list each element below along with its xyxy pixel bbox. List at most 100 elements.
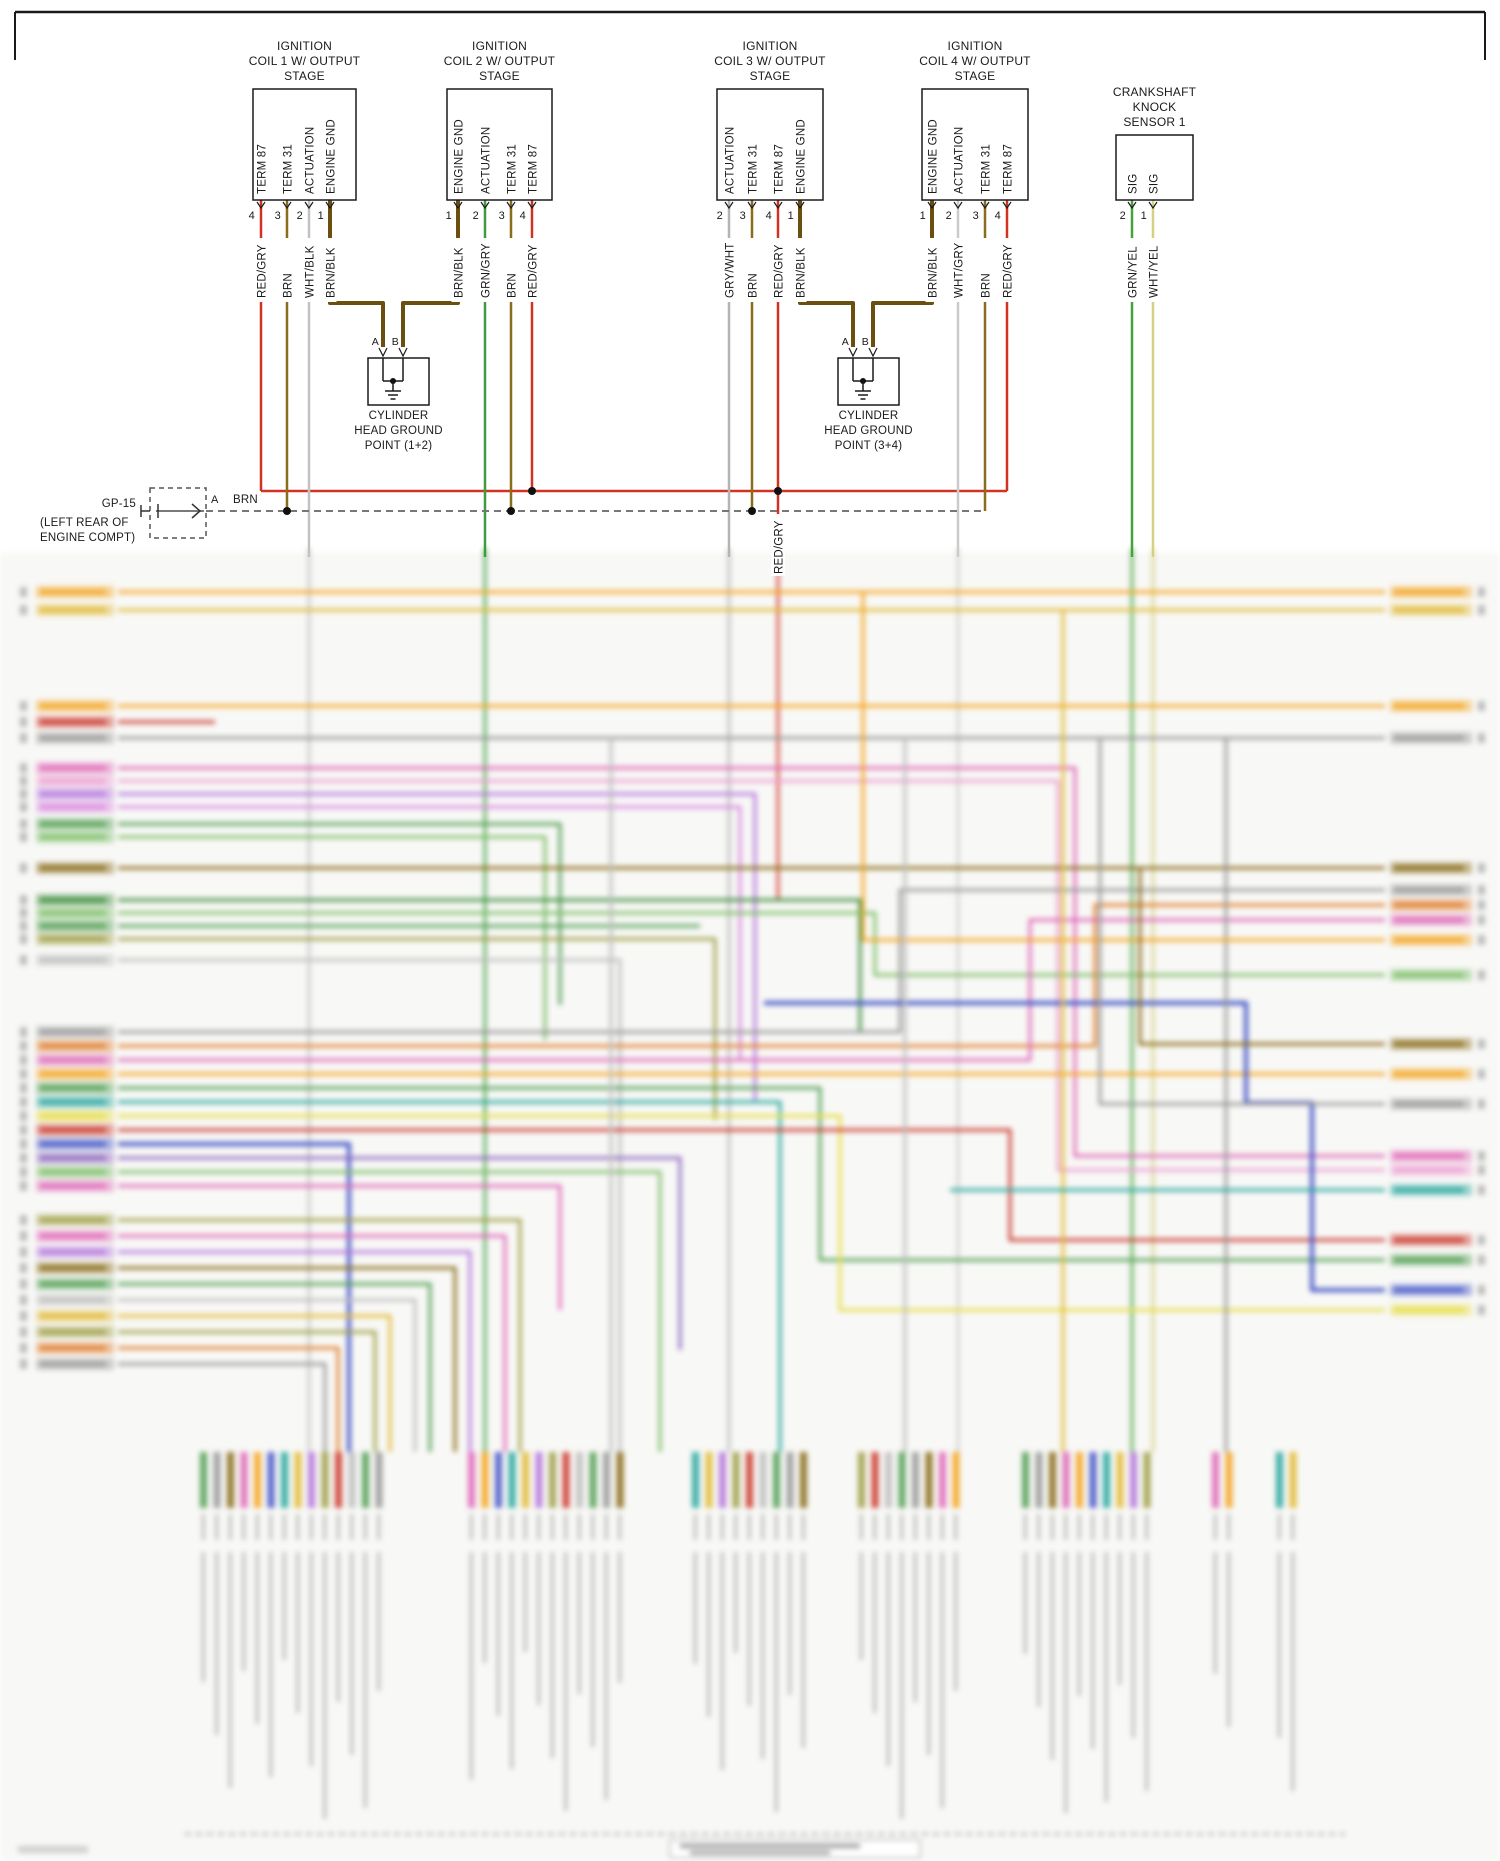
gp15-wire-color: BRN — [233, 494, 258, 506]
ground-pin-arrow-icon — [868, 347, 878, 358]
wire-label-mask — [771, 514, 785, 576]
pin-arrow-icon — [256, 201, 266, 210]
ignition-coil-1-box — [252, 88, 357, 201]
wire-label-mask — [302, 238, 316, 302]
label-line: CYLINDER — [839, 410, 899, 422]
label-line: COIL 2 W/ OUTPUT — [444, 54, 556, 68]
ground-pin-arrow-icon — [848, 347, 858, 358]
pin-number: 2 — [1120, 210, 1126, 222]
label-line: POINT (1+2) — [365, 440, 433, 452]
ground-pin-letter: A — [372, 336, 379, 348]
pin-terminal-label: TERM 31 — [748, 144, 760, 194]
pin-arrow-icon — [453, 201, 463, 210]
pin-number: 1 — [920, 210, 926, 222]
pin-terminal-label: ENGINE GND — [928, 119, 940, 194]
ignition-coil-2-title: IGNITION COIL 2 W/ OUTPUT STAGE — [444, 39, 556, 83]
pin-arrow-icon — [1127, 201, 1137, 210]
pin-number: 2 — [297, 210, 303, 222]
pin-number: 4 — [249, 210, 255, 222]
wire-label-mask — [745, 238, 759, 302]
label-line: IGNITION — [948, 39, 1003, 53]
wire-color-label: BRN — [283, 273, 295, 298]
ignition-coil-2-box — [446, 88, 553, 201]
pin-terminal-label: TERM 87 — [1003, 144, 1015, 194]
wire-label-mask — [451, 238, 465, 302]
label-line: IGNITION — [743, 39, 798, 53]
label-line: SENSOR 1 — [1123, 115, 1185, 129]
wire-brn-blk — [871, 200, 934, 347]
pin-number: 2 — [946, 210, 952, 222]
gp15-location-line2: ENGINE COMPT) — [40, 532, 135, 544]
pin-number: 1 — [1141, 210, 1147, 222]
pin-terminal-label: ENGINE GND — [796, 119, 808, 194]
label-line: STAGE — [955, 69, 996, 83]
wire-label-mask — [1000, 238, 1014, 302]
wire-label-mask — [504, 238, 518, 302]
label-line: STAGE — [479, 69, 520, 83]
label-line: IGNITION — [472, 39, 527, 53]
pin-terminal-label: ACTUATION — [725, 127, 737, 194]
pin-arrow-icon — [325, 201, 335, 210]
junction-dot — [528, 487, 536, 495]
label-line: COIL 3 W/ OUTPUT — [714, 54, 826, 68]
pin-terminal-label: TERM 31 — [283, 144, 295, 194]
pin-number: 1 — [446, 210, 452, 222]
wire-label-mask — [323, 238, 337, 302]
pin-arrow-icon — [282, 201, 292, 210]
wire-label-mask — [722, 238, 736, 302]
label-line: CRANKSHAFT — [1113, 85, 1197, 99]
pin-number: 2 — [473, 210, 479, 222]
wire-color-label: WHT/YEL — [1149, 245, 1161, 298]
pin-terminal-label: ENGINE GND — [326, 119, 338, 194]
ground-pin-arrow-icon — [398, 347, 408, 358]
wire-color-label: RED/GRY — [257, 244, 269, 298]
gp15-name: GP-15 — [102, 498, 136, 510]
cylinder-head-ground-3-4-label: CYLINDER HEAD GROUND POINT (3+4) — [824, 410, 912, 452]
ground-pin-arrow-icon — [378, 347, 388, 358]
pin-terminal-label: ENGINE GND — [454, 119, 466, 194]
gp15-box — [149, 487, 207, 539]
wire-color-label: BRN/BLK — [326, 247, 338, 298]
pin-number: 1 — [318, 210, 324, 222]
wire-brn-blk — [401, 200, 460, 347]
crankshaft-knock-sensor-1-box — [1115, 134, 1194, 201]
gp15-connector-icon — [191, 503, 202, 519]
wire-label-mask — [280, 238, 294, 302]
gp15-location-line1: (LEFT REAR OF — [40, 517, 129, 529]
crankshaft-knock-sensor-1-title: CRANKSHAFT KNOCK SENSOR 1 — [1113, 85, 1197, 129]
pin-terminal-label: ACTUATION — [481, 127, 493, 194]
pin-number: 4 — [520, 210, 526, 222]
ignition-coil-3-box — [716, 88, 824, 201]
pin-arrow-icon — [927, 201, 937, 210]
wire-color-label: RED/GRY — [1003, 244, 1015, 298]
wire-color-label: BRN/BLK — [454, 247, 466, 298]
wire-color-label: RED/GRY — [774, 244, 786, 298]
pin-terminal-label: ACTUATION — [305, 127, 317, 194]
pin-number: 3 — [973, 210, 979, 222]
wire-color-label: BRN/BLK — [928, 247, 940, 298]
wire-color-label: BRN — [981, 273, 993, 298]
ignition-coil-4-title: IGNITION COIL 4 W/ OUTPUT STAGE — [919, 39, 1031, 83]
wire-color-label: WHT/BLK — [305, 245, 317, 298]
pin-arrow-icon — [795, 201, 805, 210]
pin-arrow-icon — [724, 201, 734, 210]
ground-pin-letter: B — [392, 336, 399, 348]
label-line: STAGE — [750, 69, 791, 83]
label-line: POINT (3+4) — [835, 440, 903, 452]
pin-number: 1 — [788, 210, 794, 222]
pin-number: 3 — [740, 210, 746, 222]
wire-label-mask — [978, 238, 992, 302]
pin-number: 3 — [499, 210, 505, 222]
junction-dot — [507, 507, 515, 515]
label-line: COIL 4 W/ OUTPUT — [919, 54, 1031, 68]
pin-number: 3 — [275, 210, 281, 222]
pin-arrow-icon — [1148, 201, 1158, 210]
wire-color-label: BRN/BLK — [796, 247, 808, 298]
pin-arrow-icon — [480, 201, 490, 210]
label-line: IGNITION — [277, 39, 332, 53]
wire-color-label: BRN — [507, 273, 519, 298]
red-gry-drop-label: RED/GRY — [774, 520, 786, 574]
cylinder-head-ground-1-2-label: CYLINDER HEAD GROUND POINT (1+2) — [354, 410, 442, 452]
